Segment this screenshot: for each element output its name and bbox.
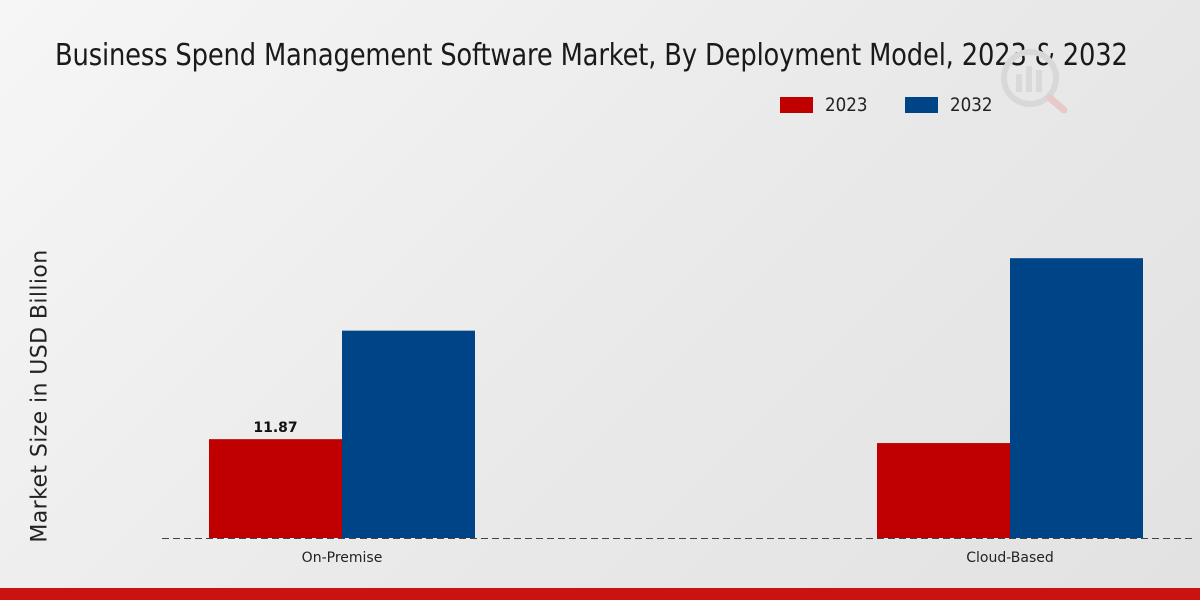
bar-2023-cloud-based[interactable]: [877, 443, 1010, 538]
x-tick-label-on-premise: On-Premise: [302, 550, 383, 566]
bar-2023-on-premise[interactable]: [209, 439, 342, 538]
legend-item-2023[interactable]: 2023: [780, 94, 873, 116]
legend-swatch-2032: [905, 97, 939, 113]
legend-item-2032[interactable]: 2032: [905, 94, 998, 116]
legend-swatch-2023: [780, 97, 813, 113]
bar-2032-cloud-based[interactable]: [1010, 258, 1143, 538]
legend: 2023 2032: [780, 94, 1031, 116]
legend-label-2032: 2032: [950, 94, 993, 116]
footer-bar: [0, 588, 1200, 600]
data-label-2023-on-premise: 11.87: [253, 420, 297, 436]
bar-2032-on-premise[interactable]: [342, 330, 475, 538]
watermark-logo-icon: [1001, 49, 1068, 114]
chart-title: Business Spend Management Software Marke…: [55, 38, 1128, 73]
legend-label-2023: 2023: [825, 94, 868, 116]
x-tick-label-cloud-based: Cloud-Based: [966, 550, 1054, 566]
